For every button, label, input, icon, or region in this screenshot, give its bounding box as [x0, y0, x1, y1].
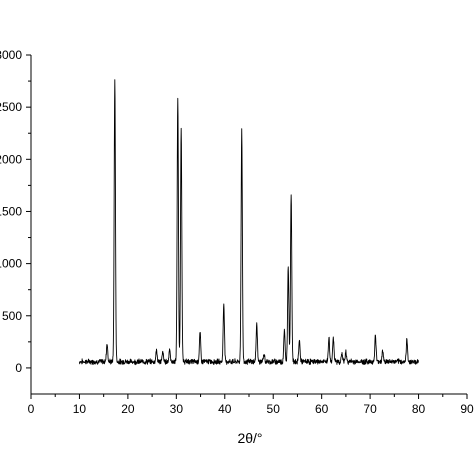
x-tick-label: 60 [315, 402, 329, 416]
x-tick-label: 10 [73, 402, 87, 416]
x-tick-label: 20 [121, 402, 135, 416]
x-axis-title: 2θ/° [237, 430, 262, 446]
y-tick-label: 1000 [0, 257, 22, 271]
x-tick-label: 0 [28, 402, 35, 416]
x-tick-label: 30 [170, 402, 184, 416]
y-tick-label: 2500 [0, 100, 22, 114]
axes-layer: 0 10 20 30 40 50 60 70 80 90 0 500 1000 1500 2000 2500 3… [0, 48, 474, 416]
labels-layer: 2θ/° [237, 430, 262, 446]
y-tick-label: 2000 [0, 152, 22, 166]
plot-layer [78, 79, 419, 366]
y-tick-label: 500 [2, 309, 22, 323]
y-tick-label: 1500 [0, 204, 22, 218]
x-tick-label: 40 [218, 402, 232, 416]
x-tick-label: 70 [363, 402, 377, 416]
x-tick-label: 80 [412, 402, 426, 416]
diffraction-series-line [78, 79, 419, 366]
x-tick-label: 90 [460, 402, 474, 416]
x-tick-label: 50 [267, 402, 281, 416]
y-tick-label: 0 [15, 361, 22, 375]
y-tick-label: 3000 [0, 48, 22, 62]
